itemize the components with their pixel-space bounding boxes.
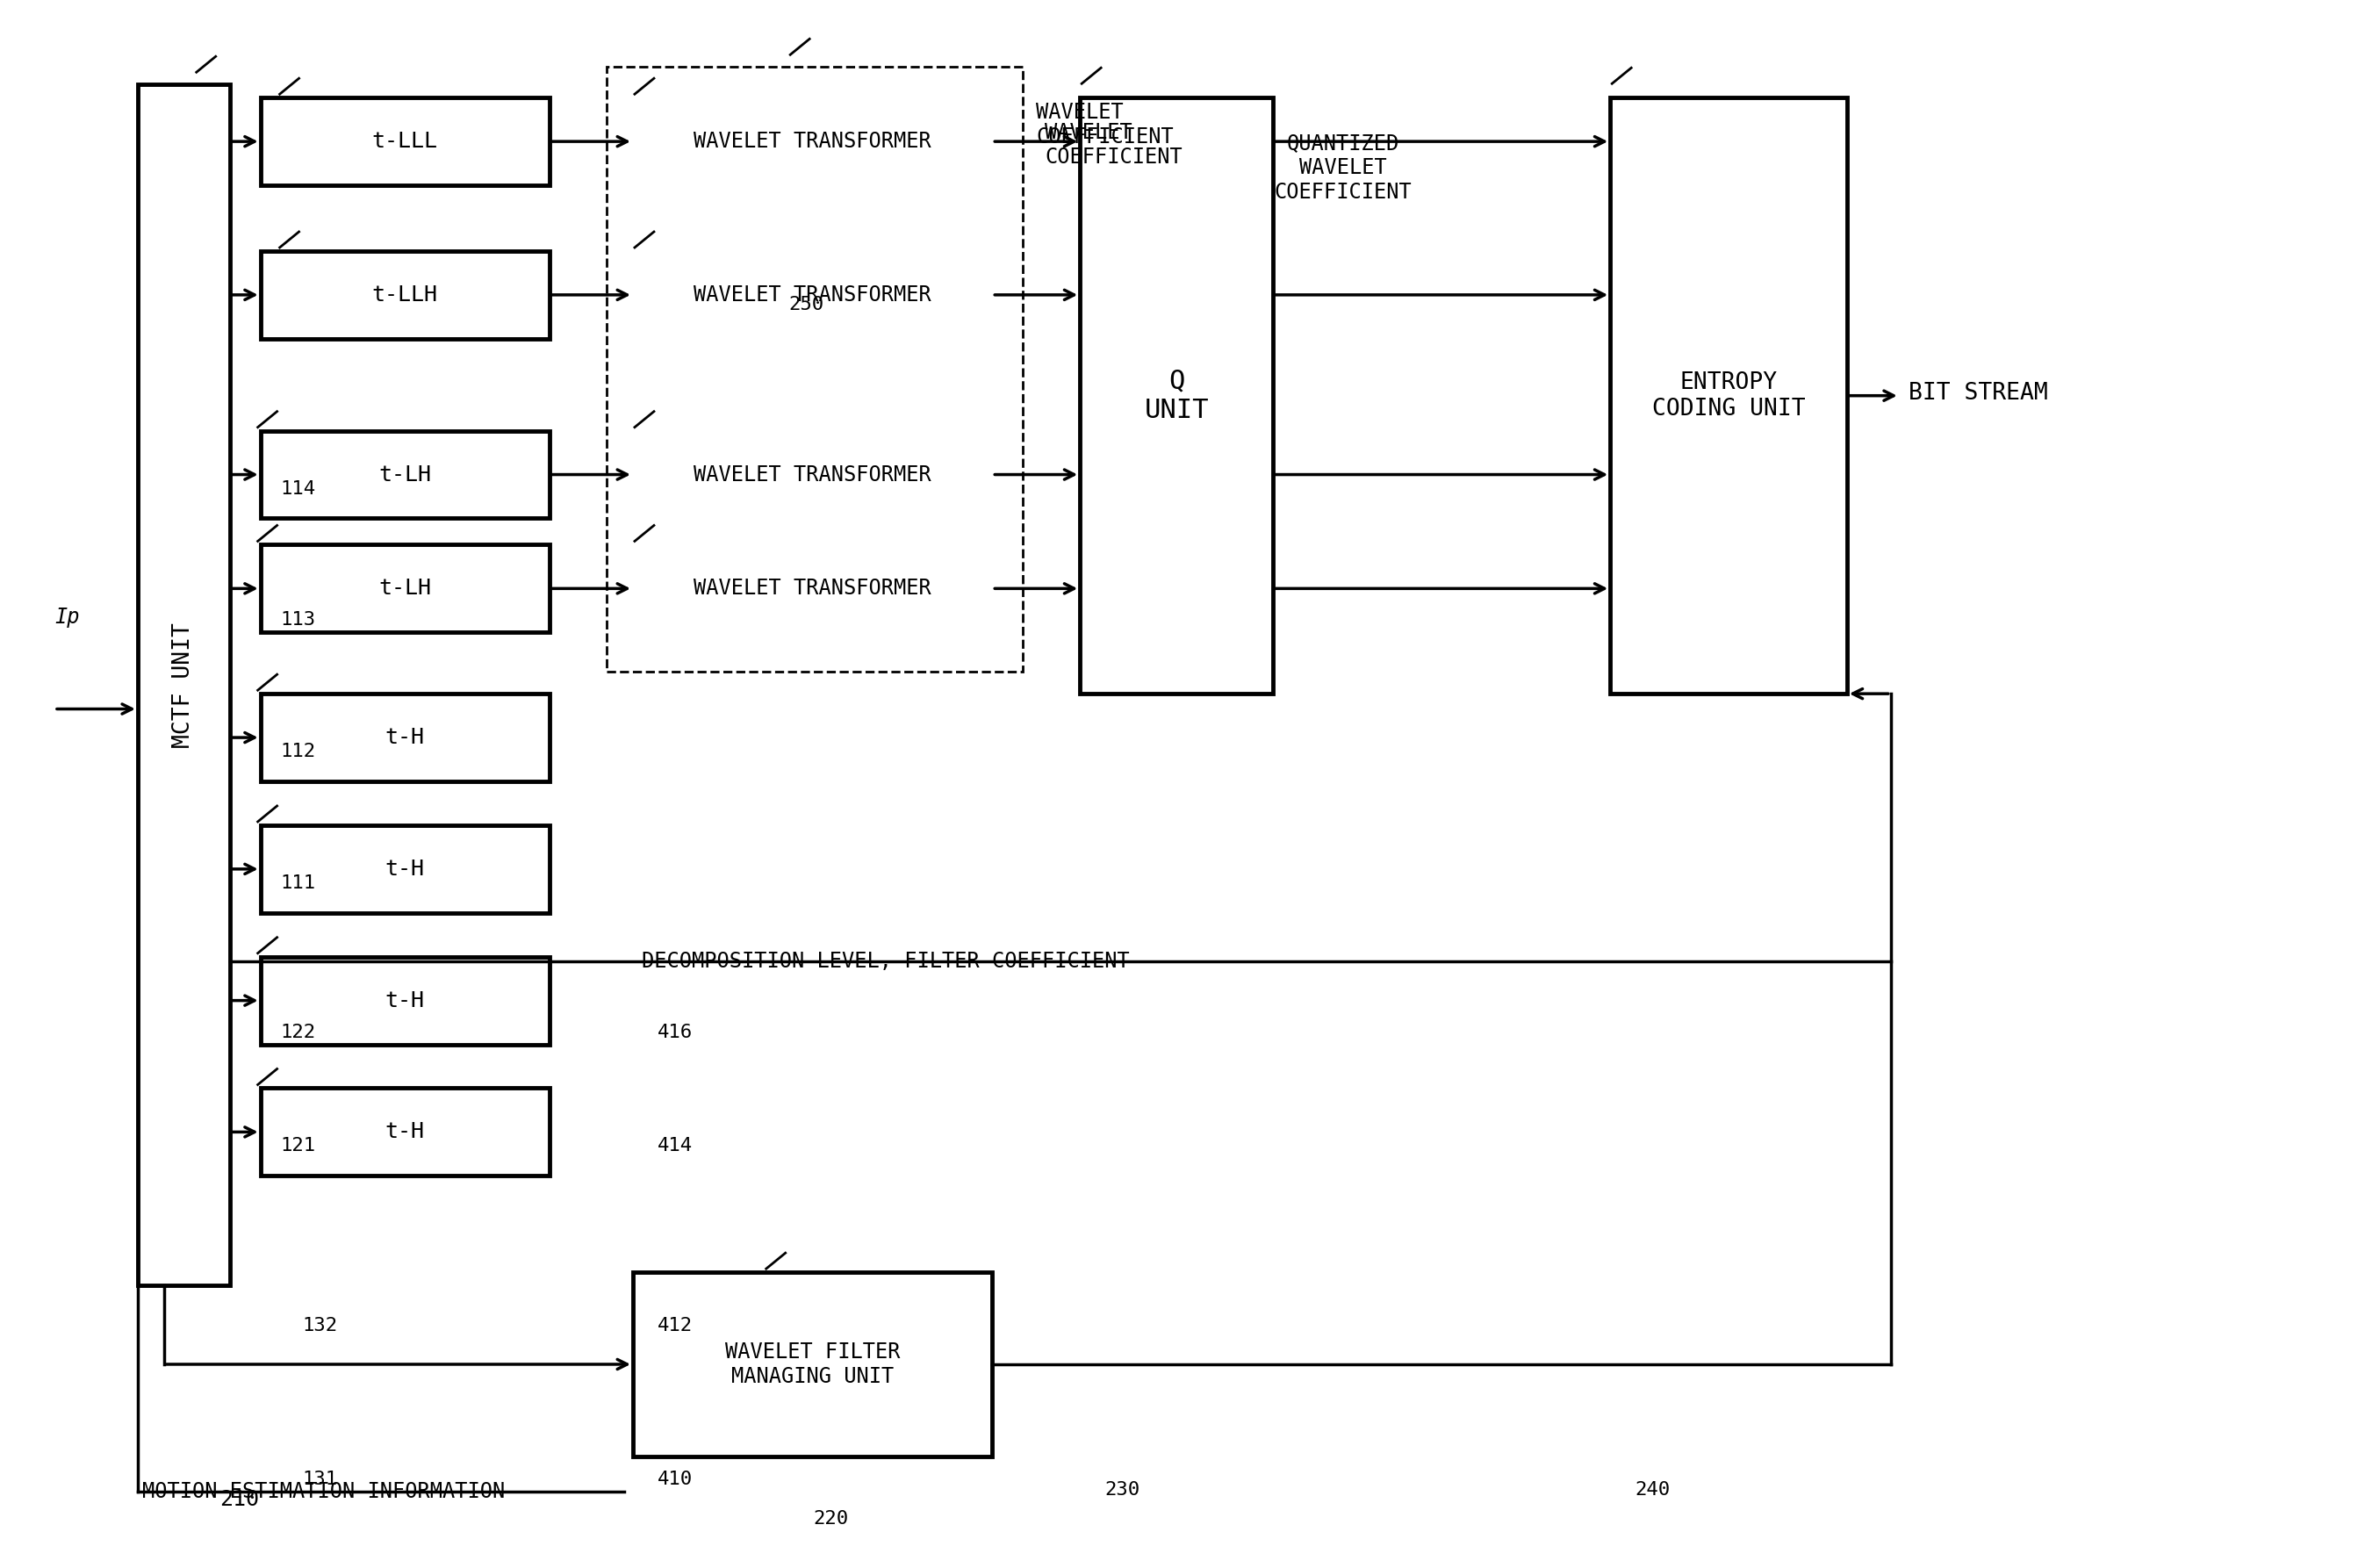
Text: 114: 114 xyxy=(281,480,316,497)
Bar xyxy=(259,251,549,339)
Bar xyxy=(259,431,549,519)
Text: 121: 121 xyxy=(281,1137,316,1154)
Text: 412: 412 xyxy=(658,1317,693,1334)
Text: 230: 230 xyxy=(1104,1480,1139,1499)
Text: DECOMPOSITION LEVEL, FILTER COEFFICIENT: DECOMPOSITION LEVEL, FILTER COEFFICIENT xyxy=(641,950,1129,972)
Text: 131: 131 xyxy=(302,1471,337,1488)
Bar xyxy=(606,67,1023,671)
Bar xyxy=(632,251,993,339)
Bar xyxy=(259,97,549,185)
Text: 113: 113 xyxy=(281,612,316,629)
Text: BIT STREAM: BIT STREAM xyxy=(1908,381,2047,405)
Text: MCTF UNIT: MCTF UNIT xyxy=(172,622,196,748)
Text: WAVELET FILTER
MANAGING UNIT: WAVELET FILTER MANAGING UNIT xyxy=(724,1342,901,1388)
Bar xyxy=(632,544,993,632)
Text: t-H: t-H xyxy=(384,989,424,1011)
Text: t-H: t-H xyxy=(384,1121,424,1143)
Text: WAVELET TRANSFORMER: WAVELET TRANSFORMER xyxy=(693,579,931,599)
Text: t-LLL: t-LLL xyxy=(373,132,439,152)
Text: WAVELET TRANSFORMER: WAVELET TRANSFORMER xyxy=(693,132,931,152)
Text: t-LLH: t-LLH xyxy=(373,284,439,306)
Text: ENTROPY
CODING UNIT: ENTROPY CODING UNIT xyxy=(1653,372,1806,420)
Text: 250: 250 xyxy=(790,296,825,314)
Bar xyxy=(1080,97,1273,693)
Bar xyxy=(259,544,549,632)
Text: 410: 410 xyxy=(658,1471,693,1488)
Text: WAVELET TRANSFORMER: WAVELET TRANSFORMER xyxy=(693,464,931,485)
Text: WAVELET TRANSFORMER: WAVELET TRANSFORMER xyxy=(693,284,931,306)
Bar xyxy=(259,956,549,1044)
Bar xyxy=(632,1272,993,1457)
Text: t-LH: t-LH xyxy=(380,464,432,485)
Bar xyxy=(1611,97,1846,693)
Text: 414: 414 xyxy=(658,1137,693,1154)
Bar xyxy=(259,693,549,781)
Text: WAVELET
COEFFICIENT: WAVELET COEFFICIENT xyxy=(1045,122,1181,168)
Text: t-H: t-H xyxy=(384,859,424,880)
Bar xyxy=(259,825,549,913)
Text: 112: 112 xyxy=(281,743,316,760)
Bar xyxy=(259,1088,549,1176)
Text: QUANTIZED
WAVELET
COEFFICIENT: QUANTIZED WAVELET COEFFICIENT xyxy=(1273,133,1412,202)
Text: 220: 220 xyxy=(814,1510,849,1527)
Text: 416: 416 xyxy=(658,1024,693,1041)
Bar xyxy=(137,85,229,1286)
Text: MOTION ESTIMATION INFORMATION: MOTION ESTIMATION INFORMATION xyxy=(141,1480,505,1502)
Text: 132: 132 xyxy=(302,1317,337,1334)
Text: 111: 111 xyxy=(281,875,316,892)
Text: 240: 240 xyxy=(1634,1480,1669,1499)
Text: t-H: t-H xyxy=(384,728,424,748)
Bar xyxy=(632,97,993,185)
Bar xyxy=(632,431,993,519)
Text: t-LH: t-LH xyxy=(380,579,432,599)
Text: Q
UNIT: Q UNIT xyxy=(1144,368,1210,423)
Text: Ip: Ip xyxy=(54,607,80,627)
Text: WAVELET
COEFFICIENT: WAVELET COEFFICIENT xyxy=(1035,102,1174,147)
Text: 122: 122 xyxy=(281,1024,316,1041)
Text: 210: 210 xyxy=(219,1488,259,1510)
